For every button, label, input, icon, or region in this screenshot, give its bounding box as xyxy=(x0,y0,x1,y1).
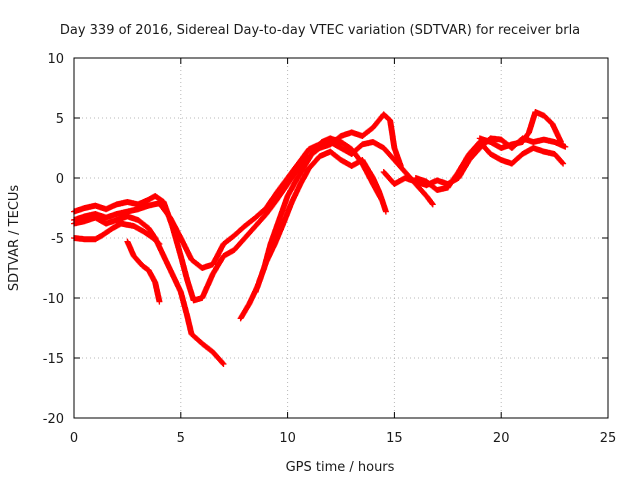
y-tick-label: 0 xyxy=(56,172,64,187)
data-point-marks xyxy=(71,220,163,247)
x-tick-label: 15 xyxy=(386,431,403,446)
data-marks xyxy=(71,109,569,367)
series-arc-1 xyxy=(71,111,404,304)
x-tick-label: 5 xyxy=(177,431,185,446)
x-tick-label: 0 xyxy=(70,431,78,446)
data-point-marks xyxy=(124,238,163,305)
x-tick-label: 20 xyxy=(493,431,510,446)
series-arc-10 xyxy=(476,109,564,151)
series-arc-8 xyxy=(380,135,569,189)
series-arc-9 xyxy=(412,139,567,193)
y-tick-label: 5 xyxy=(56,112,64,127)
series-arc-4 xyxy=(71,220,163,247)
series-arc-5 xyxy=(124,238,163,305)
x-axis-label: GPS time / hours xyxy=(286,460,395,475)
data-point-marks xyxy=(71,111,404,304)
data-point-marks xyxy=(380,135,569,189)
y-tick-label: -10 xyxy=(43,292,64,307)
chart-title: Day 339 of 2016, Sidereal Day-to-day VTE… xyxy=(60,23,580,38)
data-point-marks xyxy=(252,135,385,295)
data-point-marks xyxy=(476,109,564,151)
y-tick-label: -20 xyxy=(43,412,64,427)
y-axis-label: SDTVAR / TECUs xyxy=(7,185,22,292)
axis-ticks: 0 5 10 15 20 25 -20 -15 -10 -5 0 5 10 xyxy=(43,52,617,446)
x-tick-label: 25 xyxy=(600,431,617,446)
data-point-marks xyxy=(412,139,567,193)
y-tick-label: -15 xyxy=(43,352,64,367)
plot-frame xyxy=(73,57,609,419)
x-tick-label: 10 xyxy=(279,431,296,446)
grid xyxy=(74,58,608,418)
y-tick-label: -5 xyxy=(51,232,64,247)
y-tick-label: 10 xyxy=(47,52,64,67)
series-arc-7 xyxy=(252,135,385,295)
